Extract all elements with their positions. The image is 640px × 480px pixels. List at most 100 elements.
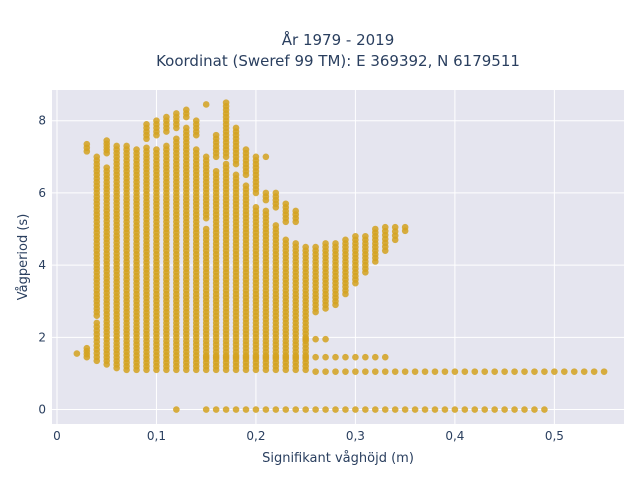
data-point: [262, 406, 270, 413]
data-point: [123, 142, 130, 150]
data-point: [322, 353, 329, 361]
data-point: [212, 406, 220, 413]
data-point: [232, 353, 240, 361]
data-point: [202, 101, 210, 108]
data-point: [302, 406, 309, 413]
x-tick-label: 0,4: [445, 429, 464, 443]
data-point: [401, 223, 409, 231]
data-point: [153, 146, 160, 153]
data-point: [451, 368, 459, 375]
data-point: [312, 353, 319, 361]
data-point: [401, 406, 409, 413]
data-point: [372, 225, 379, 233]
data-point: [153, 117, 160, 124]
data-point: [441, 368, 449, 375]
data-point: [143, 144, 150, 152]
data-point: [332, 240, 339, 247]
data-point: [580, 368, 588, 375]
data-point: [491, 368, 498, 375]
data-point: [561, 368, 568, 375]
data-point: [252, 204, 260, 211]
data-point: [292, 353, 300, 361]
y-tick-label: 0: [38, 403, 46, 417]
data-point: [143, 121, 150, 128]
data-point: [372, 406, 379, 413]
data-point: [352, 406, 359, 413]
data-point: [262, 153, 270, 161]
data-point: [391, 406, 399, 413]
data-point: [551, 368, 558, 375]
data-point: [481, 406, 489, 413]
data-point: [232, 406, 240, 413]
data-point: [282, 353, 290, 361]
x-tick-label: 0,3: [346, 429, 365, 443]
data-point: [352, 232, 359, 240]
data-point: [262, 189, 270, 197]
data-point: [461, 368, 469, 375]
data-point: [511, 368, 518, 375]
data-point: [312, 368, 319, 375]
data-point: [342, 406, 349, 413]
data-point: [491, 406, 498, 413]
data-point: [212, 131, 220, 139]
data-point: [103, 164, 111, 171]
data-point: [242, 406, 250, 413]
x-tick-label: 0,2: [246, 429, 265, 443]
data-point: [541, 368, 548, 375]
data-point: [292, 207, 300, 215]
data-point: [431, 368, 439, 375]
data-point: [332, 353, 339, 361]
data-point: [292, 406, 300, 413]
data-point: [212, 167, 220, 175]
data-point: [202, 153, 210, 161]
data-point: [192, 146, 200, 153]
data-point: [531, 406, 538, 413]
data-point: [173, 135, 180, 143]
data-point: [103, 137, 111, 144]
data-point: [192, 117, 200, 124]
data-point: [272, 222, 280, 229]
data-point: [252, 153, 260, 161]
data-point: [421, 368, 429, 375]
data-point: [292, 240, 300, 247]
data-point: [431, 406, 439, 413]
data-point: [352, 368, 359, 375]
data-point: [302, 243, 309, 251]
data-point: [521, 368, 528, 375]
data-point: [501, 406, 508, 413]
data-point: [381, 406, 389, 413]
x-tick-label: 0,1: [147, 429, 166, 443]
data-point: [163, 113, 170, 121]
data-point: [541, 406, 548, 413]
y-axis-ticks: 0 2 4 6 8: [38, 114, 46, 417]
data-point: [391, 368, 399, 375]
data-point: [312, 335, 319, 343]
y-tick-label: 2: [38, 330, 46, 344]
data-point: [322, 368, 329, 375]
data-point: [282, 236, 290, 244]
data-point: [521, 406, 528, 413]
data-point: [222, 99, 230, 106]
data-point: [471, 406, 479, 413]
data-point: [282, 406, 290, 413]
y-tick-label: 6: [38, 186, 46, 200]
data-points: [73, 99, 608, 413]
data-point: [202, 353, 210, 361]
data-point: [381, 223, 389, 231]
data-point: [302, 353, 309, 361]
data-point: [252, 353, 260, 361]
data-point: [222, 406, 230, 413]
data-point: [372, 353, 379, 361]
data-point: [242, 146, 250, 153]
data-point: [133, 146, 140, 153]
data-point: [342, 353, 349, 361]
data-point: [332, 368, 339, 375]
data-point: [113, 142, 120, 150]
data-point: [312, 406, 319, 413]
data-point: [173, 110, 180, 117]
data-point: [511, 406, 518, 413]
data-point: [362, 368, 369, 375]
data-point: [322, 240, 329, 247]
data-point: [252, 406, 260, 413]
